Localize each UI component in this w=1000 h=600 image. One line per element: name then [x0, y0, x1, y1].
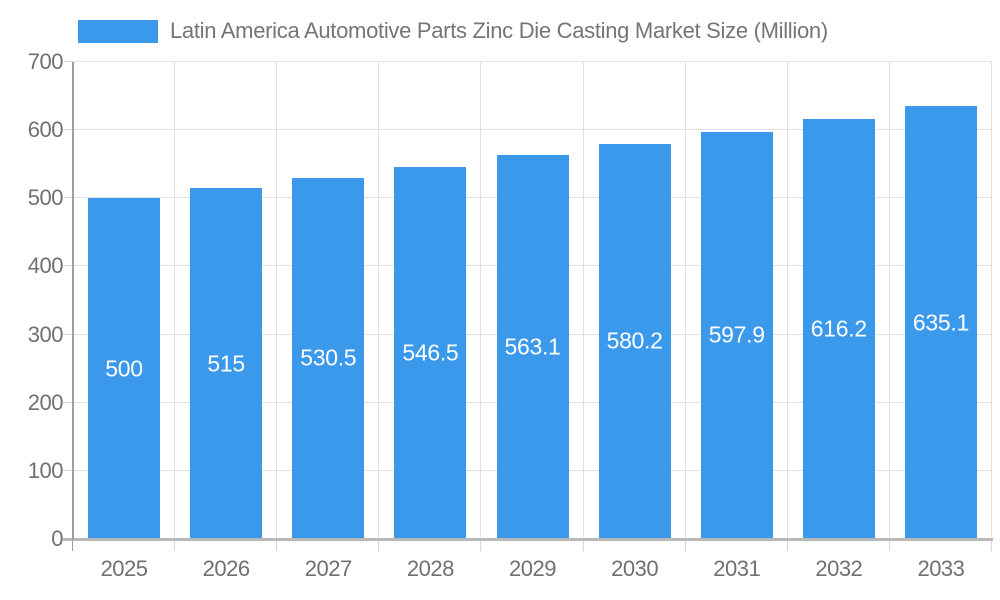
gridline-vertical	[276, 62, 278, 539]
x-tick-label: 2025	[100, 556, 148, 581]
bar-value-label: 530.5	[300, 344, 357, 371]
x-axis-line	[63, 538, 993, 541]
x-tick-label: 2027	[304, 556, 352, 581]
gridline-vertical	[991, 62, 992, 539]
gridline-vertical	[174, 62, 176, 539]
bar-2030[interactable]	[598, 143, 671, 539]
bar-2028[interactable]	[394, 166, 467, 539]
bar-value-label: 563.1	[504, 333, 561, 360]
y-axis-tick	[63, 469, 73, 471]
bar-2025[interactable]	[88, 198, 161, 539]
bar-value-label: 515	[207, 350, 245, 377]
y-tick-label: 500	[27, 185, 64, 211]
bar-2032[interactable]	[802, 119, 875, 539]
y-tick-label: 600	[27, 117, 64, 143]
x-axis-tick	[276, 539, 278, 551]
gridline-horizontal	[73, 61, 992, 62]
bar-value-label: 635.1	[912, 309, 969, 336]
chart-title: Latin America Automotive Parts Zinc Die …	[170, 18, 828, 43]
x-tick-label: 2026	[202, 556, 250, 581]
bar-2027[interactable]	[292, 177, 365, 539]
x-axis-tick	[582, 539, 584, 551]
x-tick-label: 2031	[713, 556, 761, 581]
y-axis-tick	[63, 401, 73, 403]
gridline-vertical	[480, 62, 482, 539]
bar-value-label: 580.2	[606, 327, 663, 354]
y-axis-tick	[63, 197, 73, 199]
x-tick-label: 2028	[406, 556, 454, 581]
x-axis-tick	[991, 539, 992, 551]
x-tick-label: 2029	[509, 556, 556, 581]
gridline-vertical	[582, 62, 584, 539]
bar-2033[interactable]	[904, 106, 977, 539]
x-tick-label: 2030	[611, 556, 659, 581]
x-axis-tick	[72, 539, 73, 551]
gridline-vertical	[888, 62, 890, 539]
y-tick-label: 400	[27, 253, 64, 279]
x-axis-tick	[174, 539, 176, 551]
legend-item[interactable]: Latin America Automotive Parts Zinc Die …	[78, 17, 828, 45]
x-axis-tick	[480, 539, 482, 551]
bar-value-label: 616.2	[810, 315, 867, 342]
y-tick-label: 100	[27, 457, 64, 483]
bar-2026[interactable]	[190, 188, 263, 539]
legend-swatch	[78, 19, 158, 43]
y-tick-label: 700	[27, 49, 64, 74]
y-tick-label: 200	[27, 389, 64, 415]
x-tick-label: 2033	[917, 556, 965, 581]
x-tick-label: 2032	[815, 556, 863, 581]
y-axis-tick	[63, 129, 73, 131]
bar-value-label: 597.9	[708, 321, 765, 348]
bar-value-label: 500	[105, 355, 143, 382]
y-axis-tick	[63, 333, 73, 335]
y-axis-tick	[63, 265, 73, 267]
bar-2031[interactable]	[700, 131, 773, 539]
gridline-vertical	[786, 62, 788, 539]
x-axis-tick	[684, 539, 686, 551]
x-axis-tick	[378, 539, 380, 551]
y-tick-label: 0	[51, 526, 63, 551]
x-axis-tick	[786, 539, 788, 551]
x-axis-tick	[888, 539, 890, 551]
gridline-horizontal	[73, 129, 992, 131]
gridline-vertical	[378, 62, 380, 539]
bar-2029[interactable]	[496, 155, 569, 539]
bar-value-label: 546.5	[402, 339, 459, 366]
y-axis-tick	[63, 61, 73, 62]
gridline-vertical	[684, 62, 686, 539]
y-axis-line	[72, 62, 74, 540]
y-tick-label: 300	[27, 321, 64, 347]
